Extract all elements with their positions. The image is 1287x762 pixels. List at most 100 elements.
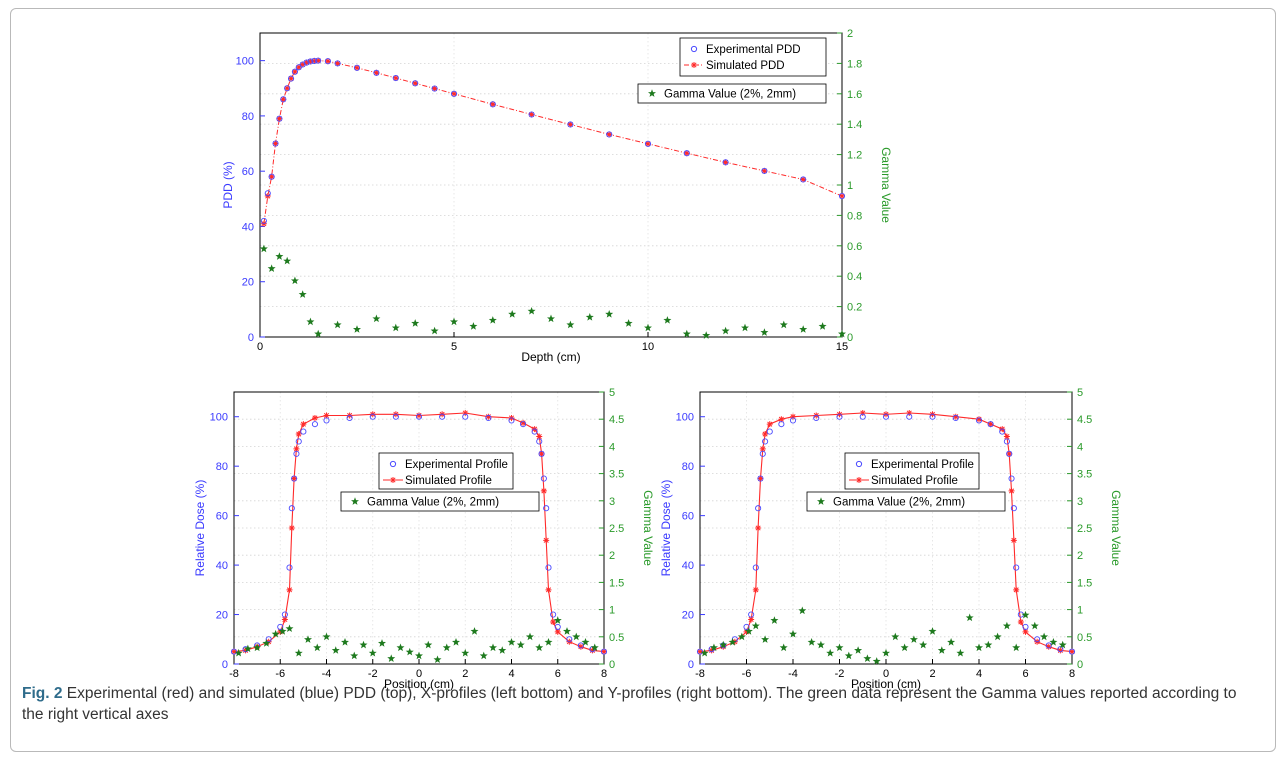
gamma-point <box>891 632 900 641</box>
x-tick-label: 15 <box>836 341 848 353</box>
simulated-point <box>952 413 959 420</box>
simulated-point <box>416 412 422 419</box>
gamma-point <box>975 643 983 652</box>
simulated-point <box>303 59 310 66</box>
experimental-point <box>450 90 458 97</box>
legend-gamma-box <box>806 491 1006 512</box>
experimental-point <box>311 57 318 64</box>
x-tick-label: -4 <box>788 668 798 680</box>
legend-box <box>844 452 980 490</box>
x-tick-label: -2 <box>368 668 378 680</box>
simulated-point <box>281 616 288 623</box>
experimental-point <box>520 421 527 428</box>
gamma-point <box>498 646 507 654</box>
simulated-point <box>987 421 994 428</box>
experimental-point <box>295 438 302 445</box>
gamma-point <box>262 639 271 647</box>
gamma-point <box>844 651 853 660</box>
simulated-point <box>311 57 318 64</box>
y2-tick-label: 1.4 <box>847 119 862 131</box>
simulated-point <box>288 75 295 82</box>
y-tick-label: 100 <box>676 412 694 424</box>
gamma-point <box>585 313 594 321</box>
legend-experimental-marker <box>690 45 698 53</box>
experimental-point <box>683 150 690 157</box>
simulated-point <box>839 193 845 200</box>
simulated-point <box>1069 648 1075 655</box>
gamma-point <box>1030 621 1039 630</box>
gamma-point <box>304 635 312 643</box>
simulated-point <box>589 647 596 654</box>
gamma-point <box>928 627 937 635</box>
y2-tick-label: 0.5 <box>609 632 624 644</box>
y2-tick-label: 2 <box>1077 550 1083 562</box>
simulated-point <box>755 525 762 531</box>
gamma-point <box>854 646 863 654</box>
gamma-point <box>350 651 359 660</box>
gamma-point <box>909 635 918 643</box>
gamma-point <box>937 646 946 654</box>
experimental-point <box>485 414 492 422</box>
figure-frame <box>10 8 1276 752</box>
y-tick-label: 20 <box>216 610 228 622</box>
y-tick-label: 60 <box>242 166 254 178</box>
gamma-point <box>741 323 749 332</box>
experimental-point <box>281 611 288 618</box>
simulated-point <box>748 616 755 623</box>
gamma-point <box>572 632 581 641</box>
experimental-point <box>577 642 584 649</box>
simulated-point <box>280 96 287 103</box>
experimental-point <box>755 505 762 512</box>
gamma-point <box>779 643 788 652</box>
simulated-point <box>392 75 399 82</box>
y2-tick-label: 1.5 <box>609 577 624 589</box>
experimental-point <box>277 623 284 630</box>
y2-tick-label: 0.5 <box>1077 632 1092 644</box>
gamma-point <box>452 638 460 646</box>
gamma-point <box>1058 640 1067 649</box>
experimental-point <box>268 173 275 180</box>
legend-experimental-label: Experimental PDD <box>706 44 801 56</box>
x-tick-label: 6 <box>555 668 561 680</box>
gamma-point <box>947 638 956 646</box>
simulated-point <box>1013 586 1020 593</box>
gamma-point <box>415 651 423 660</box>
gamma-point <box>353 325 361 333</box>
gamma-point <box>278 627 287 635</box>
legend-simulated-label: Simulated PDD <box>706 60 785 72</box>
legend-experimental-marker <box>389 460 397 468</box>
experimental-point <box>975 417 983 424</box>
experimental-point <box>538 450 545 457</box>
gamma-point <box>461 648 470 657</box>
simulated-point <box>286 586 293 593</box>
experimental-point <box>260 217 267 224</box>
y2-tick-label: 1 <box>1077 605 1083 617</box>
simulated-point <box>284 85 291 92</box>
gamma-point <box>359 640 368 649</box>
simulated-point <box>1022 628 1029 635</box>
gamma-point <box>253 643 262 652</box>
legend-gamma-label: Gamma Value (2%, 2mm) <box>833 497 965 509</box>
experimental-point <box>696 648 704 655</box>
y2-tick-label: 1.5 <box>1077 577 1092 589</box>
experimental-point <box>287 75 295 82</box>
gamma-point <box>700 648 709 657</box>
simulated-point <box>606 131 613 138</box>
gamma-point <box>396 643 405 652</box>
gamma-point <box>624 319 633 327</box>
legend-gamma-box <box>637 83 827 104</box>
gamma-point <box>306 317 315 326</box>
y-tick-label: 80 <box>216 461 228 473</box>
simulated-point <box>766 421 773 428</box>
simulated-point <box>683 150 690 157</box>
simulated-point <box>293 445 300 452</box>
simulated-point <box>311 414 318 421</box>
y2-tick-label: 0.2 <box>847 302 862 314</box>
gamma-point <box>779 320 788 329</box>
experimental-point <box>550 611 557 618</box>
gamma-point <box>433 655 442 664</box>
gamma-point <box>527 306 536 315</box>
gamma-point <box>838 329 846 338</box>
legend-simulated-label: Simulated Profile <box>405 475 492 487</box>
